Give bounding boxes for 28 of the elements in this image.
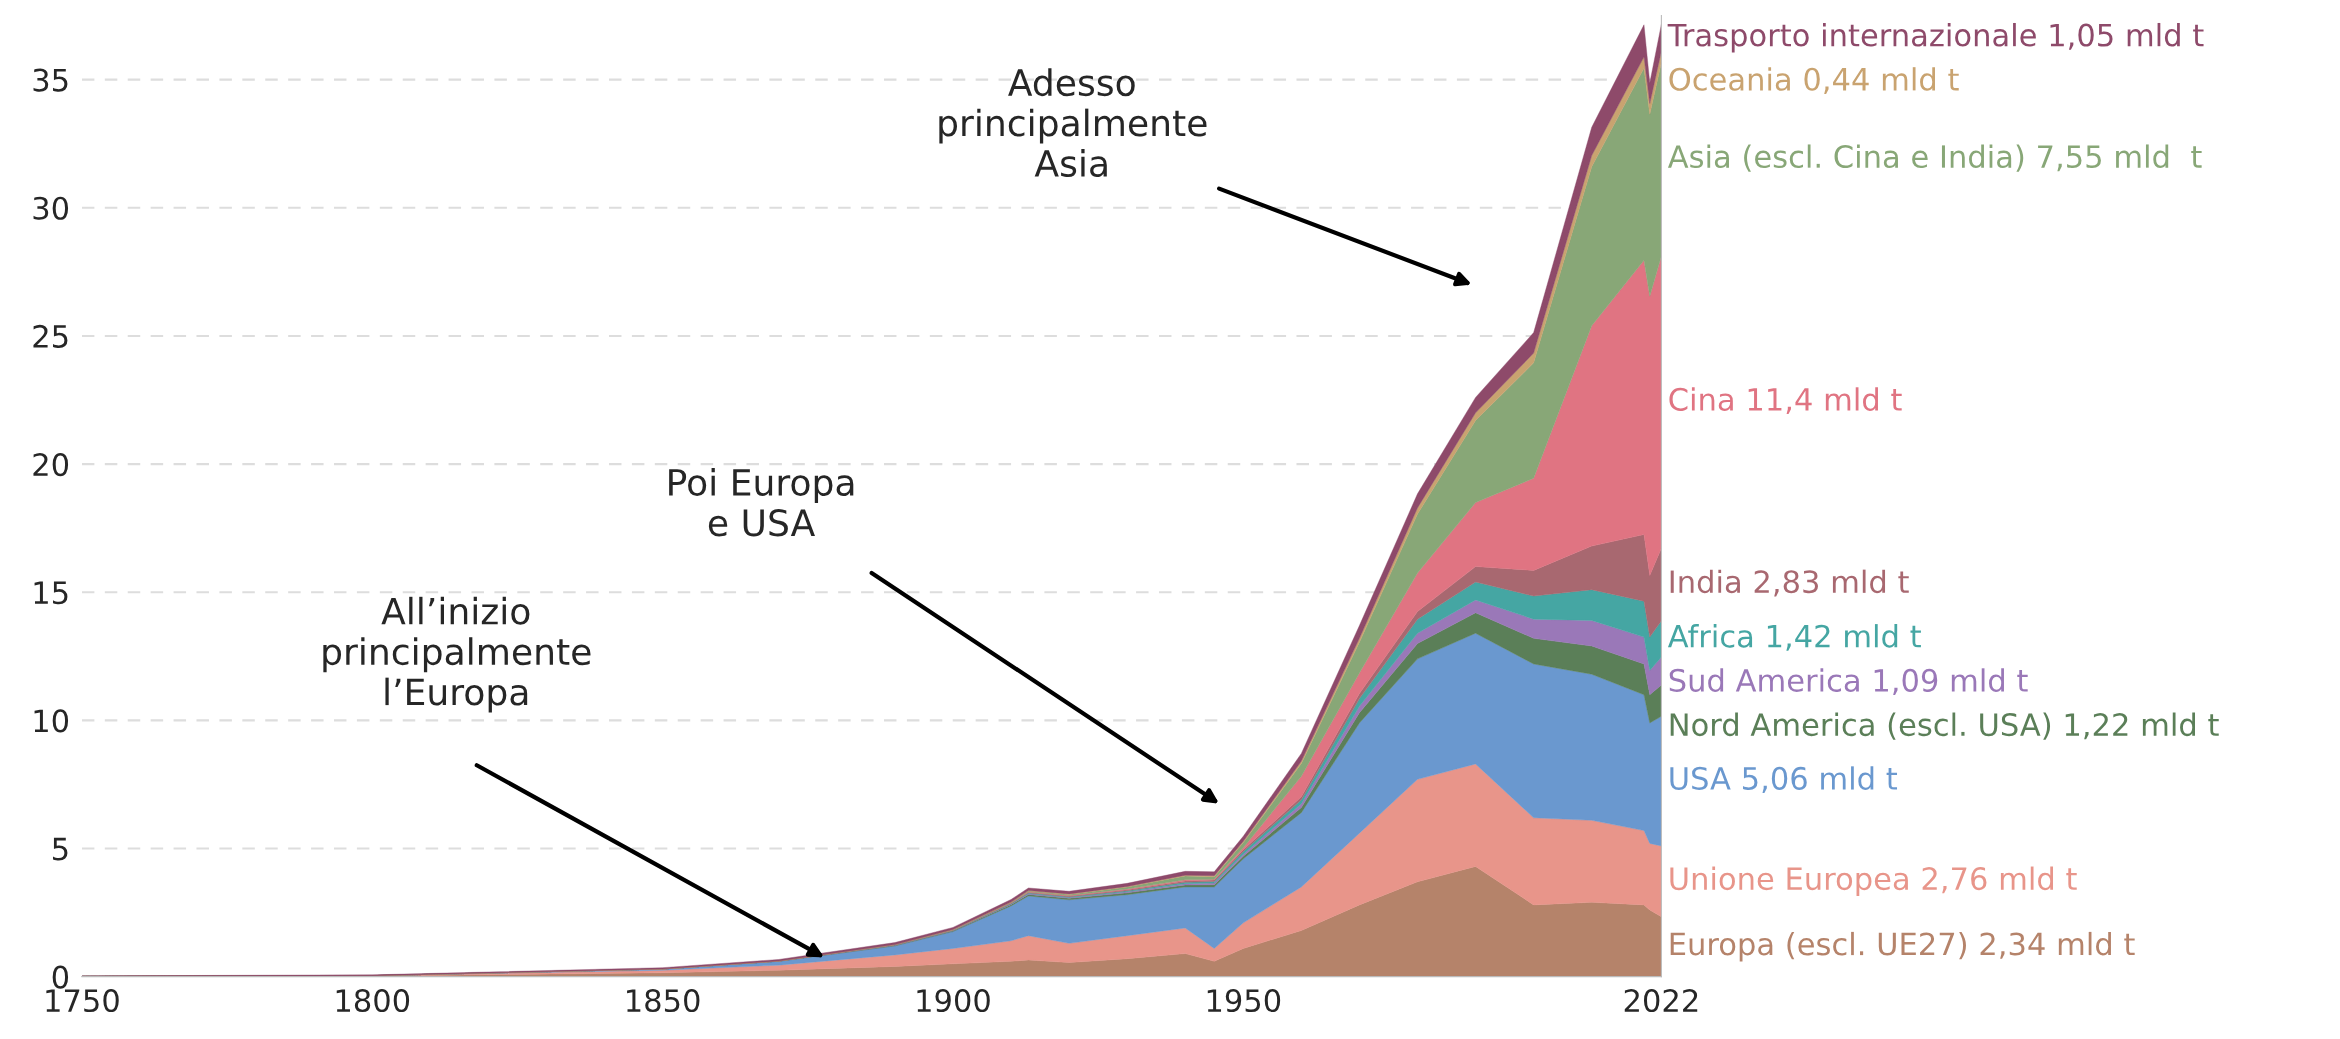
- x-tick-label: 1850: [627, 989, 700, 1013]
- annotation: Adesso principalmente Asia: [939, 68, 1207, 178]
- x-tick-label: 1800: [336, 989, 410, 1013]
- y-tick-label: 35: [33, 68, 68, 92]
- series-label: Europa (escl. UE27) 2,34 mld t: [1670, 931, 2135, 962]
- annotation: Poi Europa e USA: [669, 468, 854, 537]
- y-tick-label: 5: [53, 837, 68, 861]
- x-tick-label: 2022: [1624, 989, 1698, 1013]
- series-label: USA 5,06 mld t: [1670, 766, 1898, 794]
- y-tick-label: 15: [34, 581, 68, 605]
- series-label: Oceania 0,44 mld t: [1669, 67, 1959, 94]
- series-label: Sud America 1,09 mld t: [1669, 668, 2028, 696]
- series-label: Asia (escl. Cina e India) 7,55 mld t: [1667, 144, 2202, 172]
- series-label: Trasporto internazionale 1,05 mld t: [1667, 22, 2204, 53]
- annotation: All’inizio principalmente l’Europa: [323, 596, 591, 713]
- y-tick-label: 0: [52, 965, 69, 989]
- series-label: Africa 1,42 mld t: [1667, 624, 1921, 651]
- series-label: Nord America (escl. USA) 1,22 mld t: [1670, 712, 2219, 740]
- x-tick-label: 1750: [46, 989, 119, 1013]
- y-tick-label: 10: [34, 709, 69, 733]
- y-tick-label: 25: [33, 324, 68, 348]
- x-tick-label: 1950: [1207, 989, 1281, 1013]
- series-label: Cina 11,4 mld t: [1669, 387, 1902, 415]
- series-label: India 2,83 mld t: [1670, 569, 1909, 597]
- series-label: Unione Europea 2,76 mld t: [1670, 866, 2077, 897]
- x-tick-label: 1900: [917, 989, 990, 1013]
- y-tick-label: 20: [33, 453, 69, 477]
- y-tick-label: 30: [33, 196, 69, 220]
